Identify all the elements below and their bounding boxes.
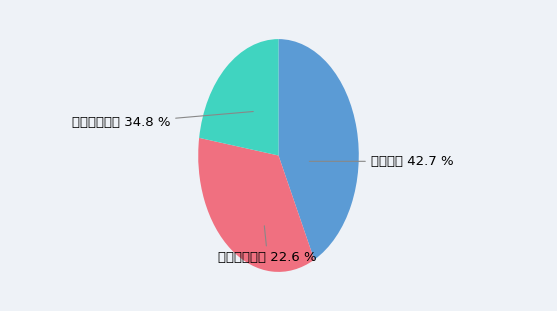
Text: 相处难以磨合 34.8 %: 相处难以磨合 34.8 % — [72, 112, 253, 129]
Wedge shape — [199, 39, 278, 156]
Wedge shape — [198, 138, 314, 272]
Text: 相遇很难 42.7 %: 相遇很难 42.7 % — [309, 155, 453, 168]
Text: 表达难共理解 22.6 %: 表达难共理解 22.6 % — [218, 226, 317, 264]
Wedge shape — [278, 39, 359, 260]
